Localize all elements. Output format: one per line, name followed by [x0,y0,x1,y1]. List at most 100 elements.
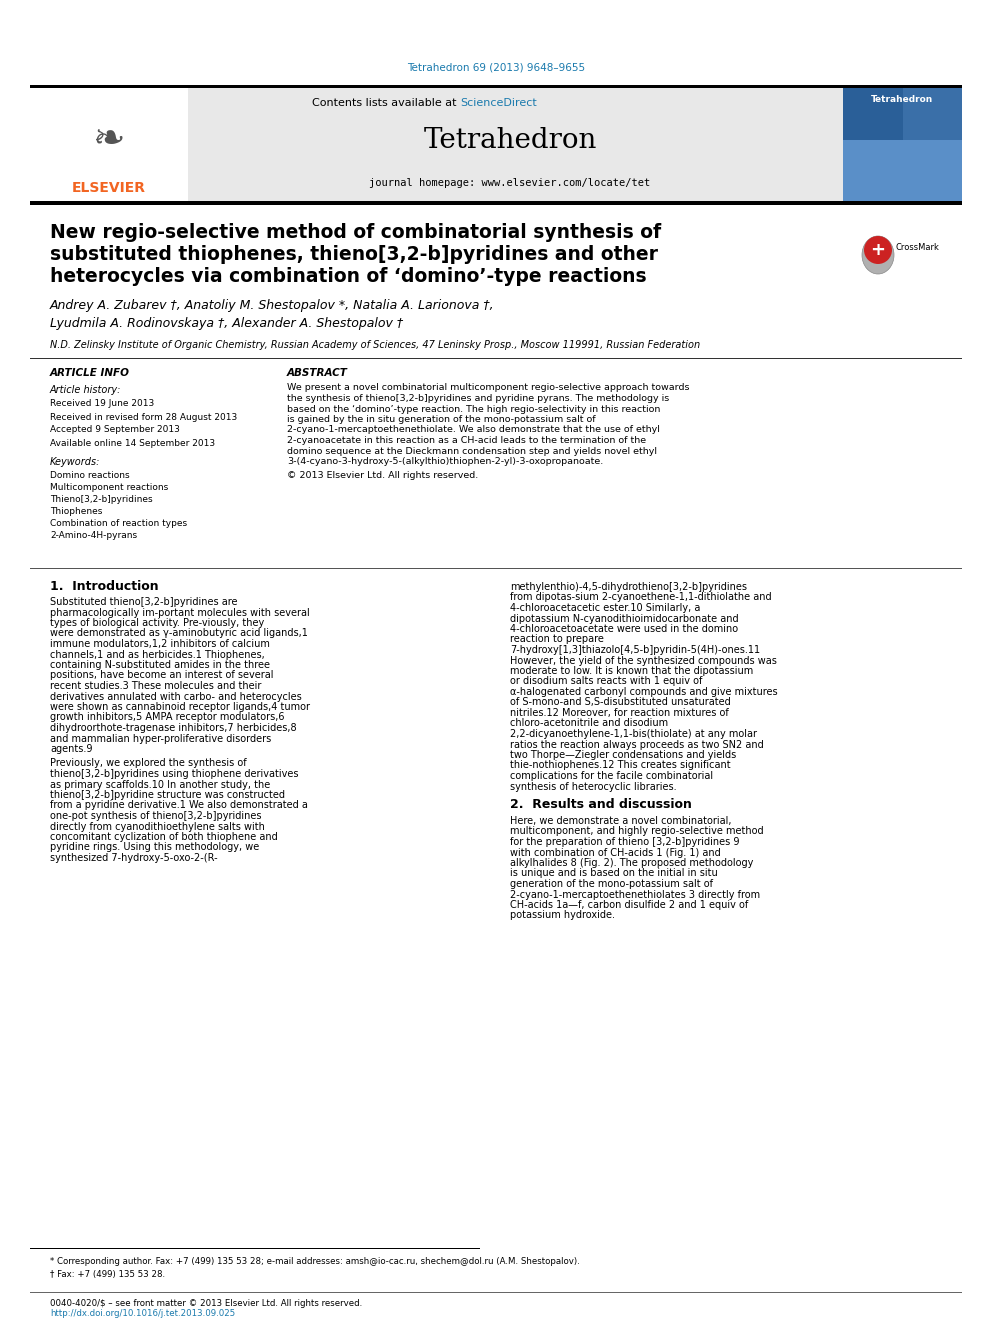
Text: Domino reactions: Domino reactions [50,471,130,479]
Bar [843,89,962,201]
Text: or disodium salts reacts with 1 equiv of: or disodium salts reacts with 1 equiv of [510,676,702,687]
Text: immune modulators,1,2 inhibitors of calcium: immune modulators,1,2 inhibitors of calc… [50,639,270,650]
Text: Thiophenes: Thiophenes [50,507,102,516]
Text: * Corresponding author. Fax: +7 (499) 135 53 28; e-mail addresses: amsh@io-cac.r: * Corresponding author. Fax: +7 (499) 13… [50,1257,579,1266]
Text: directly from cyanodithioethylene salts with: directly from cyanodithioethylene salts … [50,822,265,831]
Text: pharmacologically im-portant molecules with several: pharmacologically im-portant molecules w… [50,607,310,618]
Text: from dipotas-sium 2-cyanoethene-1,1-dithiolathe and: from dipotas-sium 2-cyanoethene-1,1-dith… [510,593,772,602]
Text: 2-Amino-4H-pyrans: 2-Amino-4H-pyrans [50,531,137,540]
Text: methylenthio)-4,5-dihydrothieno[3,2-b]pyridines: methylenthio)-4,5-dihydrothieno[3,2-b]py… [510,582,747,591]
Text: † Fax: +7 (499) 135 53 28.: † Fax: +7 (499) 135 53 28. [50,1270,165,1278]
Text: Article history:: Article history: [50,385,121,396]
Text: pyridine rings. Using this methodology, we: pyridine rings. Using this methodology, … [50,843,259,852]
Bar [843,89,903,140]
Text: reaction to prepare: reaction to prepare [510,635,604,644]
Text: is unique and is based on the initial in situ: is unique and is based on the initial in… [510,868,718,878]
Text: We present a novel combinatorial multicomponent regio-selective approach towards: We present a novel combinatorial multico… [287,384,689,393]
Text: Andrey A. Zubarev †, Anatoliy M. Shestopalov *, Natalia A. Larionova †,: Andrey A. Zubarev †, Anatoliy M. Shestop… [50,299,495,311]
Text: the synthesis of thieno[3,2-b]pyridines and pyridine pyrans. The methodology is: the synthesis of thieno[3,2-b]pyridines … [287,394,670,404]
Text: Thieno[3,2-b]pyridines: Thieno[3,2-b]pyridines [50,495,153,504]
Text: CH-acids 1a—f, carbon disulfide 2 and 1 equiv of: CH-acids 1a—f, carbon disulfide 2 and 1 … [510,900,748,910]
Bar [30,85,962,89]
Text: Previously, we explored the synthesis of: Previously, we explored the synthesis of [50,758,247,769]
Text: potassium hydroxide.: potassium hydroxide. [510,910,615,921]
Text: ratios the reaction always proceeds as two SN2 and: ratios the reaction always proceeds as t… [510,740,764,750]
Text: N.D. Zelinsky Institute of Organic Chemistry, Russian Academy of Sciences, 47 Le: N.D. Zelinsky Institute of Organic Chemi… [50,340,700,351]
Text: ABSTRACT: ABSTRACT [287,368,348,378]
Text: one-pot synthesis of thieno[3,2-b]pyridines: one-pot synthesis of thieno[3,2-b]pyridi… [50,811,262,822]
Text: Available online 14 September 2013: Available online 14 September 2013 [50,438,215,447]
Text: synthesized 7-hydroxy-5-oxo-2-(R-: synthesized 7-hydroxy-5-oxo-2-(R- [50,853,217,863]
Text: is gained by the in situ generation of the mono-potassium salt of: is gained by the in situ generation of t… [287,415,595,423]
Text: dihydroorthote-tragenase inhibitors,7 herbicides,8: dihydroorthote-tragenase inhibitors,7 he… [50,722,297,733]
Bar [30,89,188,201]
Text: derivatives annulated with carbo- and heterocycles: derivatives annulated with carbo- and he… [50,692,302,701]
Text: 4-chloroacetoacetate were used in the domino: 4-chloroacetoacetate were used in the do… [510,624,738,634]
Text: Received in revised form 28 August 2013: Received in revised form 28 August 2013 [50,413,237,422]
Text: generation of the mono-potassium salt of: generation of the mono-potassium salt of [510,878,713,889]
Text: agents.9: agents.9 [50,744,92,754]
Ellipse shape [864,235,892,265]
Text: chloro-acetonitrile and disodium: chloro-acetonitrile and disodium [510,718,669,729]
Text: 7-hydroxy[1,3]thiazolo[4,5-b]pyridin-5(4H)-ones.11: 7-hydroxy[1,3]thiazolo[4,5-b]pyridin-5(4… [510,646,760,655]
Text: nitriles.12 Moreover, for reaction mixtures of: nitriles.12 Moreover, for reaction mixtu… [510,708,729,718]
Text: synthesis of heterocyclic libraries.: synthesis of heterocyclic libraries. [510,782,677,791]
Bar [30,201,962,205]
Text: 2-cyano-1-mercaptoethenethiolates 3 directly from: 2-cyano-1-mercaptoethenethiolates 3 dire… [510,889,760,900]
Text: were shown as cannabinoid receptor ligands,4 tumor: were shown as cannabinoid receptor ligan… [50,703,310,712]
Text: as primary scaffolds.10 In another study, the: as primary scaffolds.10 In another study… [50,779,270,790]
Text: ❧: ❧ [92,120,125,159]
Text: 3-(4-cyano-3-hydroxy-5-(alkylthio)thiophen-2-yl)-3-oxopropanoate.: 3-(4-cyano-3-hydroxy-5-(alkylthio)thioph… [287,456,603,466]
Text: heterocycles via combination of ‘domino’-type reactions: heterocycles via combination of ‘domino’… [50,267,647,287]
Text: CrossMark: CrossMark [896,242,939,251]
Text: Received 19 June 2013: Received 19 June 2013 [50,400,154,409]
Text: substituted thiophenes, thieno[3,2-b]pyridines and other: substituted thiophenes, thieno[3,2-b]pyr… [50,246,658,265]
Text: journal homepage: www.elsevier.com/locate/tet: journal homepage: www.elsevier.com/locat… [369,179,651,188]
Text: ARTICLE INFO: ARTICLE INFO [50,368,130,378]
Text: concomitant cyclization of both thiophene and: concomitant cyclization of both thiophen… [50,832,278,841]
Text: New regio-selective method of combinatorial synthesis of: New regio-selective method of combinator… [50,224,661,242]
Text: dipotassium N-cyanodithioimidocarbonate and: dipotassium N-cyanodithioimidocarbonate … [510,614,739,623]
Text: Keywords:: Keywords: [50,456,100,467]
Text: multicomponent, and highly regio-selective method: multicomponent, and highly regio-selecti… [510,827,764,836]
Text: two Thorpe—Ziegler condensations and yields: two Thorpe—Ziegler condensations and yie… [510,750,736,759]
Ellipse shape [862,235,894,274]
Text: containing N-substituted amides in the three: containing N-substituted amides in the t… [50,660,270,669]
Text: Tetrahedron: Tetrahedron [424,127,596,153]
Text: and mammalian hyper-proliferative disorders: and mammalian hyper-proliferative disord… [50,733,271,744]
Text: Here, we demonstrate a novel combinatorial,: Here, we demonstrate a novel combinatori… [510,816,731,826]
Text: © 2013 Elsevier Ltd. All rights reserved.: © 2013 Elsevier Ltd. All rights reserved… [287,471,478,479]
Text: Contents lists available at: Contents lists available at [312,98,460,108]
Text: 4-chloroacetacetic ester.10 Similarly, a: 4-chloroacetacetic ester.10 Similarly, a [510,603,700,613]
Text: 2-cyanoacetate in this reaction as a CH-acid leads to the termination of the: 2-cyanoacetate in this reaction as a CH-… [287,437,646,445]
Text: were demonstrated as γ-aminobutyric acid ligands,1: were demonstrated as γ-aminobutyric acid… [50,628,308,639]
Text: complications for the facile combinatorial: complications for the facile combinatori… [510,771,713,781]
Text: α-halogenated carbonyl compounds and give mixtures: α-halogenated carbonyl compounds and giv… [510,687,778,697]
Text: ScienceDirect: ScienceDirect [460,98,537,108]
Text: channels,1 and as herbicides.1 Thiophenes,: channels,1 and as herbicides.1 Thiophene… [50,650,265,659]
Text: Accepted 9 September 2013: Accepted 9 September 2013 [50,426,180,434]
Text: moderate to low. It is known that the dipotassium: moderate to low. It is known that the di… [510,665,753,676]
Text: thie-nothiophenes.12 This creates significant: thie-nothiophenes.12 This creates signif… [510,761,731,770]
Text: based on the ‘domino’-type reaction. The high regio-selectivity in this reaction: based on the ‘domino’-type reaction. The… [287,405,661,414]
Text: Substituted thieno[3,2-b]pyridines are: Substituted thieno[3,2-b]pyridines are [50,597,237,607]
Text: 2-cyano-1-mercaptoethenethiolate. We also demonstrate that the use of ethyl: 2-cyano-1-mercaptoethenethiolate. We als… [287,426,660,434]
Text: thieno[3,2-b]pyridine structure was constructed: thieno[3,2-b]pyridine structure was cons… [50,790,285,800]
Text: for the preparation of thieno [3,2-b]pyridines 9: for the preparation of thieno [3,2-b]pyr… [510,837,739,847]
Text: domino sequence at the Dieckmann condensation step and yields novel ethyl: domino sequence at the Dieckmann condens… [287,446,657,455]
Text: recent studies.3 These molecules and their: recent studies.3 These molecules and the… [50,681,261,691]
Text: Tetrahedron: Tetrahedron [871,95,933,105]
Text: positions, have become an interest of several: positions, have become an interest of se… [50,671,274,680]
Text: Tetrahedron 69 (2013) 9648–9655: Tetrahedron 69 (2013) 9648–9655 [407,64,585,73]
Bar [30,89,962,201]
Text: Multicomponent reactions: Multicomponent reactions [50,483,169,492]
Text: http://dx.doi.org/10.1016/j.tet.2013.09.025: http://dx.doi.org/10.1016/j.tet.2013.09.… [50,1310,235,1319]
Text: 2,2-dicyanoethylene-1,1-bis(thiolate) at any molar: 2,2-dicyanoethylene-1,1-bis(thiolate) at… [510,729,757,740]
Text: 2.  Results and discussion: 2. Results and discussion [510,799,691,811]
Text: Combination of reaction types: Combination of reaction types [50,519,187,528]
Text: growth inhibitors,5 AMPA receptor modulators,6: growth inhibitors,5 AMPA receptor modula… [50,713,285,722]
Text: from a pyridine derivative.1 We also demonstrated a: from a pyridine derivative.1 We also dem… [50,800,308,811]
Text: thieno[3,2-b]pyridines using thiophene derivatives: thieno[3,2-b]pyridines using thiophene d… [50,769,299,779]
Bar [843,140,962,201]
Text: 0040-4020/$ – see front matter © 2013 Elsevier Ltd. All rights reserved.: 0040-4020/$ – see front matter © 2013 El… [50,1298,362,1307]
